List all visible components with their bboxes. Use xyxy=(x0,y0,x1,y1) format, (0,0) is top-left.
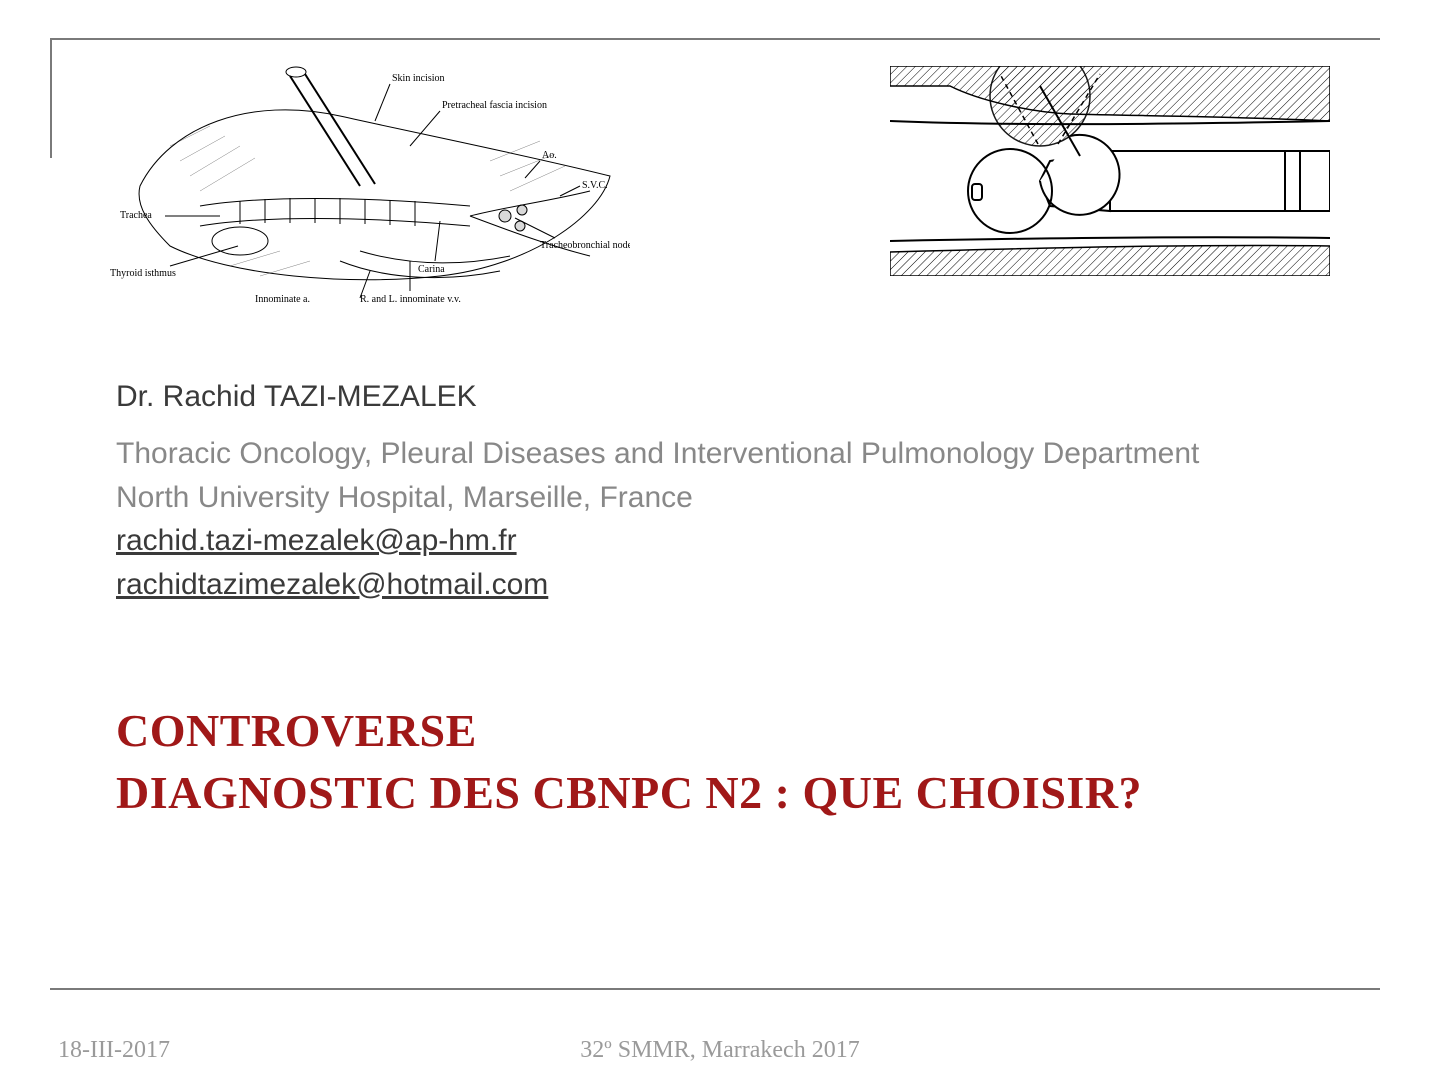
fig1-label-svc: S.V.C. xyxy=(582,180,608,191)
fig1-label-fascia: Pretracheal fascia incision xyxy=(442,100,547,111)
title-line-1: CONTROVERSE xyxy=(116,700,1360,762)
fig1-label-thyroid: Thyroid isthmus xyxy=(110,268,176,279)
slide: Skin incision Pretracheal fascia incisio… xyxy=(0,0,1440,1080)
title-block: CONTROVERSE DIAGNOSTIC DES CBNPC N2 : QU… xyxy=(116,700,1360,824)
affiliation-line-2: North University Hospital, Marseille, Fr… xyxy=(116,476,1360,520)
affiliation-line-1: Thoracic Oncology, Pleural Diseases and … xyxy=(116,432,1360,476)
fig1-label-innom: Innominate a. xyxy=(255,294,310,305)
left-rule-tick xyxy=(50,38,52,158)
author-block: Dr. Rachid TAZI-MEZALEK Thoracic Oncolog… xyxy=(116,380,1360,606)
email-link-1[interactable]: rachid.tazi-mezalek@ap-hm.fr xyxy=(116,524,517,557)
fig1-label-nodes: Tracheobronchial nodes xyxy=(540,240,630,251)
fig1-label-ao: Ao. xyxy=(542,150,557,161)
figure-mediastinoscopy: Skin incision Pretracheal fascia incisio… xyxy=(110,66,630,306)
bottom-rule xyxy=(50,988,1380,990)
fig1-label-rl: R. and L. innominate v.v. xyxy=(360,294,461,305)
fig1-label-skin: Skin incision xyxy=(392,73,445,84)
figure-row: Skin incision Pretracheal fascia incisio… xyxy=(110,66,1330,326)
footer-center: 32º SMMR, Marrakech 2017 xyxy=(0,1037,1440,1064)
figure-ebus-tbna xyxy=(890,66,1330,276)
email-link-2[interactable]: rachidtazimezalek@hotmail.com xyxy=(116,568,548,601)
fig1-label-carina: Carina xyxy=(418,264,445,275)
top-rule xyxy=(50,38,1380,40)
fig1-label-trachea: Trachea xyxy=(120,210,152,221)
author-name: Dr. Rachid TAZI-MEZALEK xyxy=(116,380,1360,414)
title-line-2: DIAGNOSTIC DES CBNPC N2 : QUE CHOISIR? xyxy=(116,762,1360,824)
